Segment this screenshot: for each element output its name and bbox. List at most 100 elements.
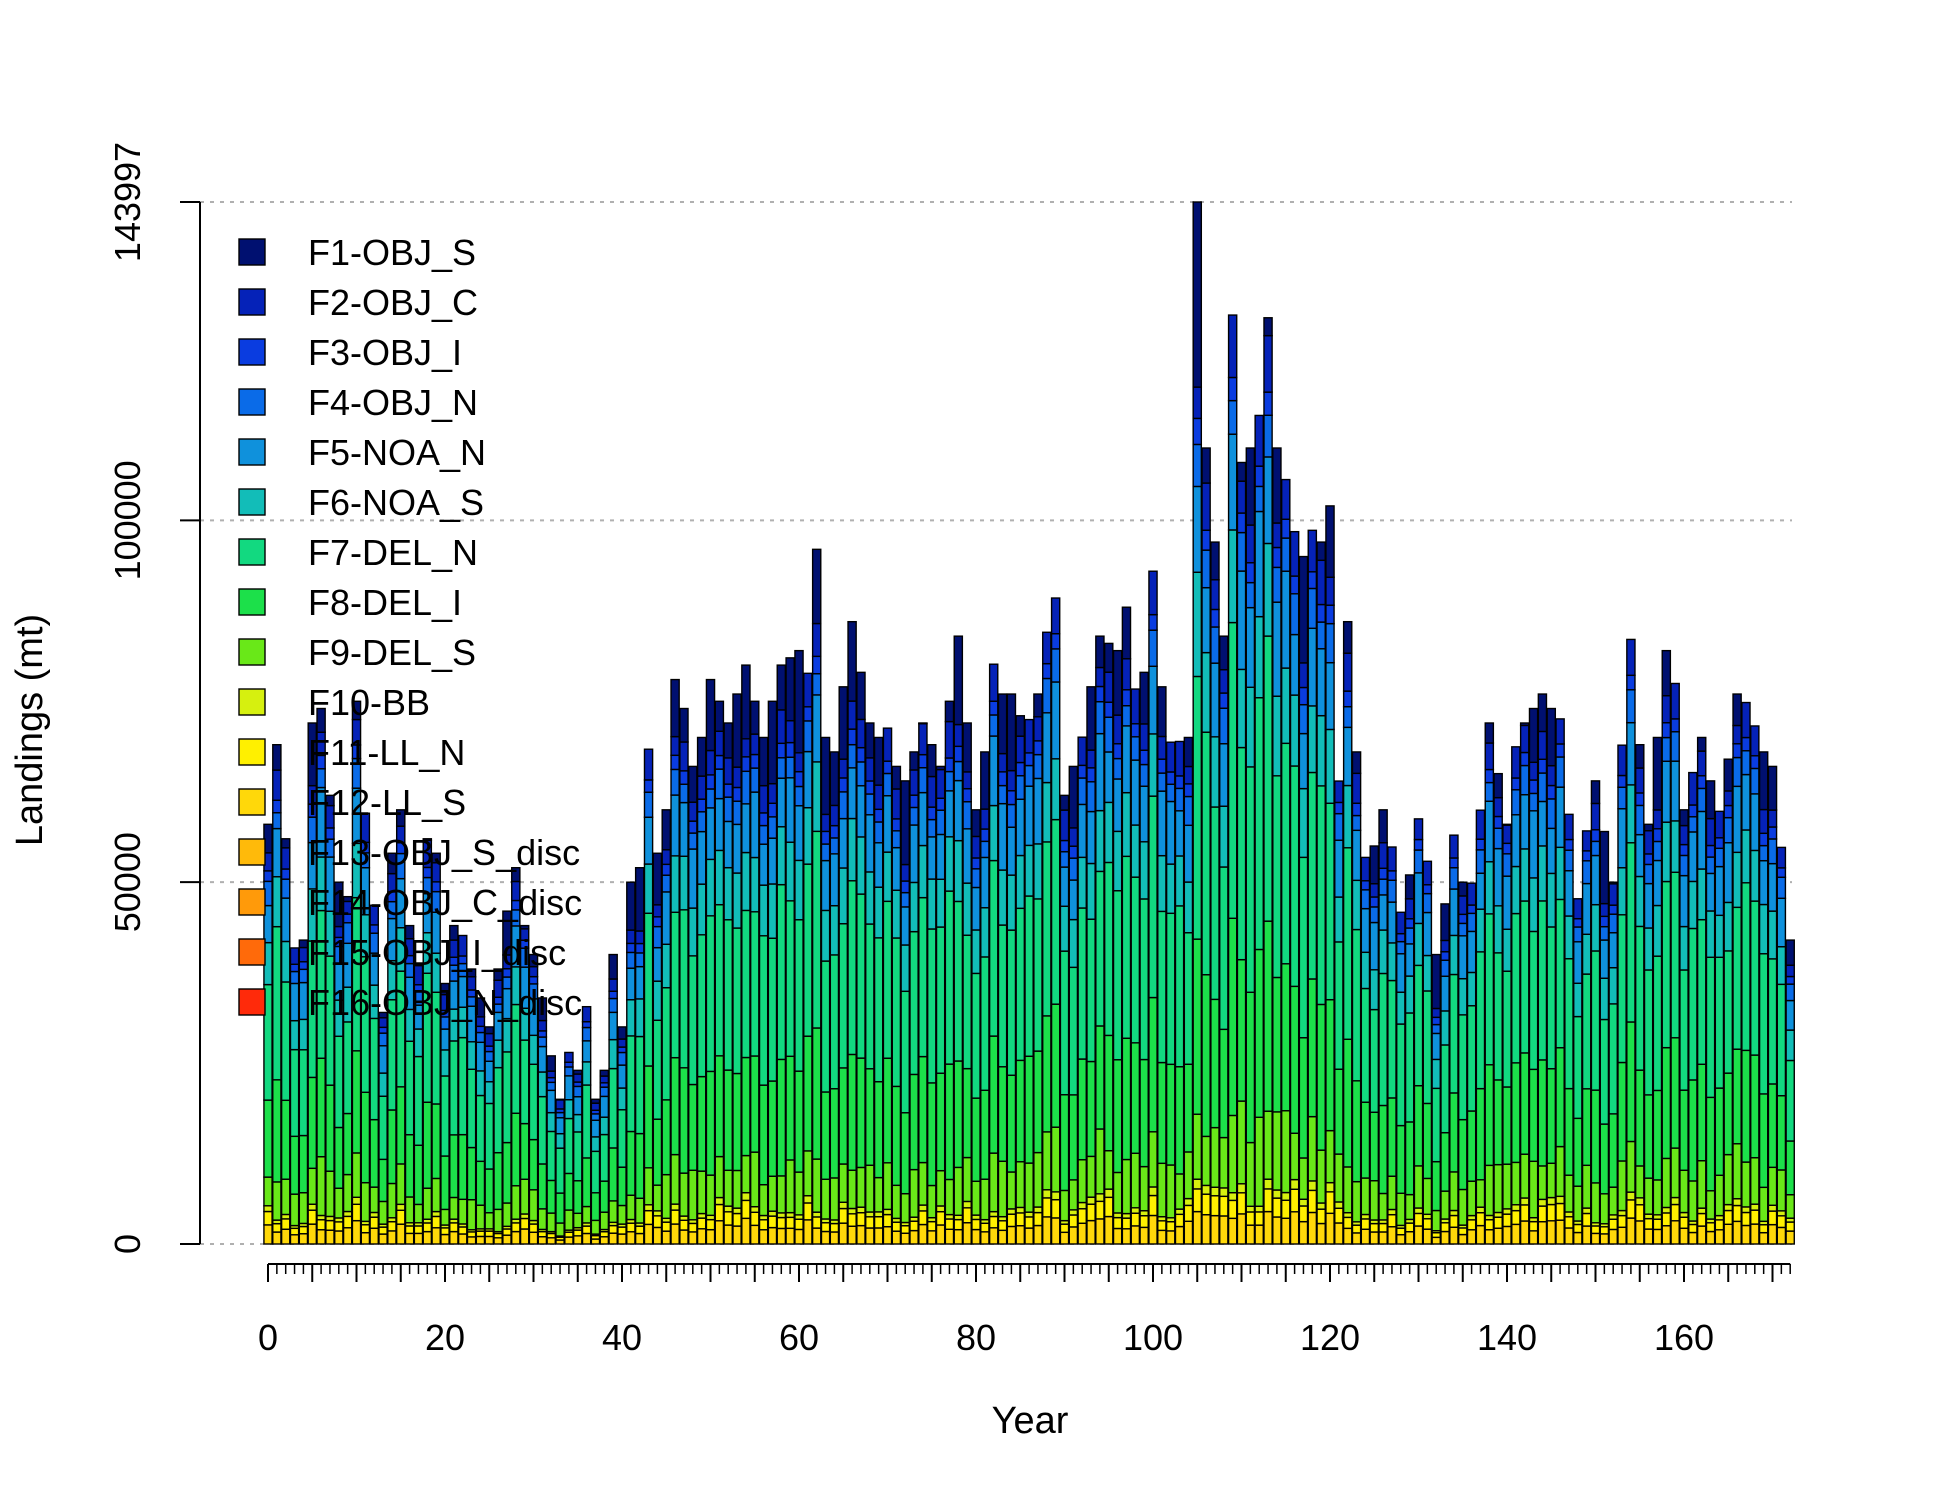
bar-segment xyxy=(298,1192,309,1225)
bar-segment xyxy=(1174,787,1185,812)
bar-segment xyxy=(1519,1197,1530,1206)
bar-segment xyxy=(298,1134,309,1194)
y-tick-label: 0 xyxy=(107,1234,148,1254)
bar-segment xyxy=(1130,824,1141,878)
bar-segment xyxy=(1059,809,1070,842)
bar-segment xyxy=(572,1229,583,1237)
bar-segment xyxy=(599,1236,610,1245)
bar-segment xyxy=(316,1219,326,1231)
bar-segment xyxy=(776,826,787,886)
bar-segment xyxy=(847,1207,857,1215)
bar-segment xyxy=(1555,756,1565,788)
bar-segment xyxy=(643,779,654,793)
bar-segment xyxy=(1263,920,1273,1112)
bar-segment xyxy=(1661,1212,1672,1227)
bar-segment xyxy=(944,790,955,838)
bar-segment xyxy=(1714,865,1725,917)
bar-segment xyxy=(626,951,636,969)
bar-segment xyxy=(1493,1211,1503,1218)
bar-segment xyxy=(1776,846,1787,869)
bar-segment xyxy=(820,909,831,962)
bar-segment xyxy=(891,889,902,939)
bar-segment xyxy=(626,1130,636,1196)
bar-segment xyxy=(1006,1171,1017,1210)
bar-segment xyxy=(918,1055,928,1164)
bar-segment xyxy=(1280,570,1291,669)
bar-segment xyxy=(1015,761,1026,777)
bar-segment xyxy=(1732,743,1742,759)
bar-segment xyxy=(679,1219,689,1231)
bar-segment xyxy=(1307,1180,1318,1192)
bar-segment xyxy=(1502,853,1512,877)
bar-segment xyxy=(457,1233,468,1245)
bar-segment xyxy=(1537,1198,1548,1207)
bar-segment xyxy=(1767,1166,1778,1206)
bar-segment xyxy=(1298,662,1309,689)
bar-segment xyxy=(705,915,716,1073)
bar-segment xyxy=(873,886,884,939)
bar-segment xyxy=(1103,861,1114,1037)
bar-segment xyxy=(1139,785,1149,843)
bar-segment xyxy=(1068,966,1079,1096)
bar-segment xyxy=(1634,1220,1645,1245)
bar-segment xyxy=(1626,1199,1636,1219)
bar-segment xyxy=(1422,911,1433,957)
bar-segment xyxy=(1741,773,1751,831)
bar-segment xyxy=(519,1228,530,1245)
bar-segment xyxy=(785,756,795,779)
bar-segment xyxy=(1493,1079,1503,1166)
bar-segment xyxy=(528,953,539,968)
bar-segment xyxy=(1121,705,1132,727)
bar-segment xyxy=(537,1071,548,1098)
bar-segment xyxy=(307,1223,318,1245)
bar-segment xyxy=(1732,1048,1742,1145)
bar-segment xyxy=(856,718,866,749)
bar-segment xyxy=(767,1080,778,1177)
stacked-bars xyxy=(263,201,1795,1245)
bar-segment xyxy=(599,1075,610,1084)
bar-segment xyxy=(732,927,742,1075)
bar-segment xyxy=(962,828,972,884)
bar-segment xyxy=(1741,736,1751,752)
bar-segment xyxy=(1413,1225,1424,1245)
bar-segment xyxy=(652,1210,663,1217)
bar-segment xyxy=(873,1216,884,1229)
bar-segment xyxy=(962,788,972,803)
bar-segment xyxy=(555,1098,565,1101)
bar-segment xyxy=(741,851,751,912)
bar-segment xyxy=(1227,314,1238,379)
bar-segment xyxy=(581,1005,592,1023)
bar-segment xyxy=(280,1218,291,1230)
bar-segment xyxy=(723,722,733,759)
bar-segment xyxy=(272,827,282,878)
bar-segment xyxy=(749,856,760,913)
bar-segment xyxy=(1466,930,1477,974)
bar-segment xyxy=(404,1040,415,1136)
bar-segment xyxy=(1174,740,1185,777)
bar-segment xyxy=(1095,870,1105,1027)
bar-segment xyxy=(1360,1177,1371,1216)
bar-segment xyxy=(723,783,733,798)
bar-segment xyxy=(741,1154,751,1194)
bar-segment xyxy=(688,1231,698,1245)
bar-segment xyxy=(1440,975,1450,1012)
bar-segment xyxy=(909,1168,919,1218)
bar-segment xyxy=(1732,724,1742,745)
bar-segment xyxy=(475,1070,486,1097)
bar-segment xyxy=(1661,1157,1672,1209)
bar-segment xyxy=(272,1222,282,1233)
bar-segment xyxy=(988,1210,999,1218)
bar-segment xyxy=(1723,1072,1734,1156)
bar-segment xyxy=(466,1236,477,1245)
bar-segment xyxy=(316,707,326,733)
bar-segment xyxy=(785,841,795,902)
bar-segment xyxy=(1077,856,1087,909)
bar-segment xyxy=(829,837,840,855)
bar-segment xyxy=(599,1230,610,1238)
bar-segment xyxy=(767,1226,778,1245)
bar-segment xyxy=(953,723,964,748)
bar-segment xyxy=(1112,743,1123,760)
bar-segment xyxy=(1006,769,1017,792)
bar-segment xyxy=(395,1163,406,1206)
bar-segment xyxy=(1201,447,1211,484)
